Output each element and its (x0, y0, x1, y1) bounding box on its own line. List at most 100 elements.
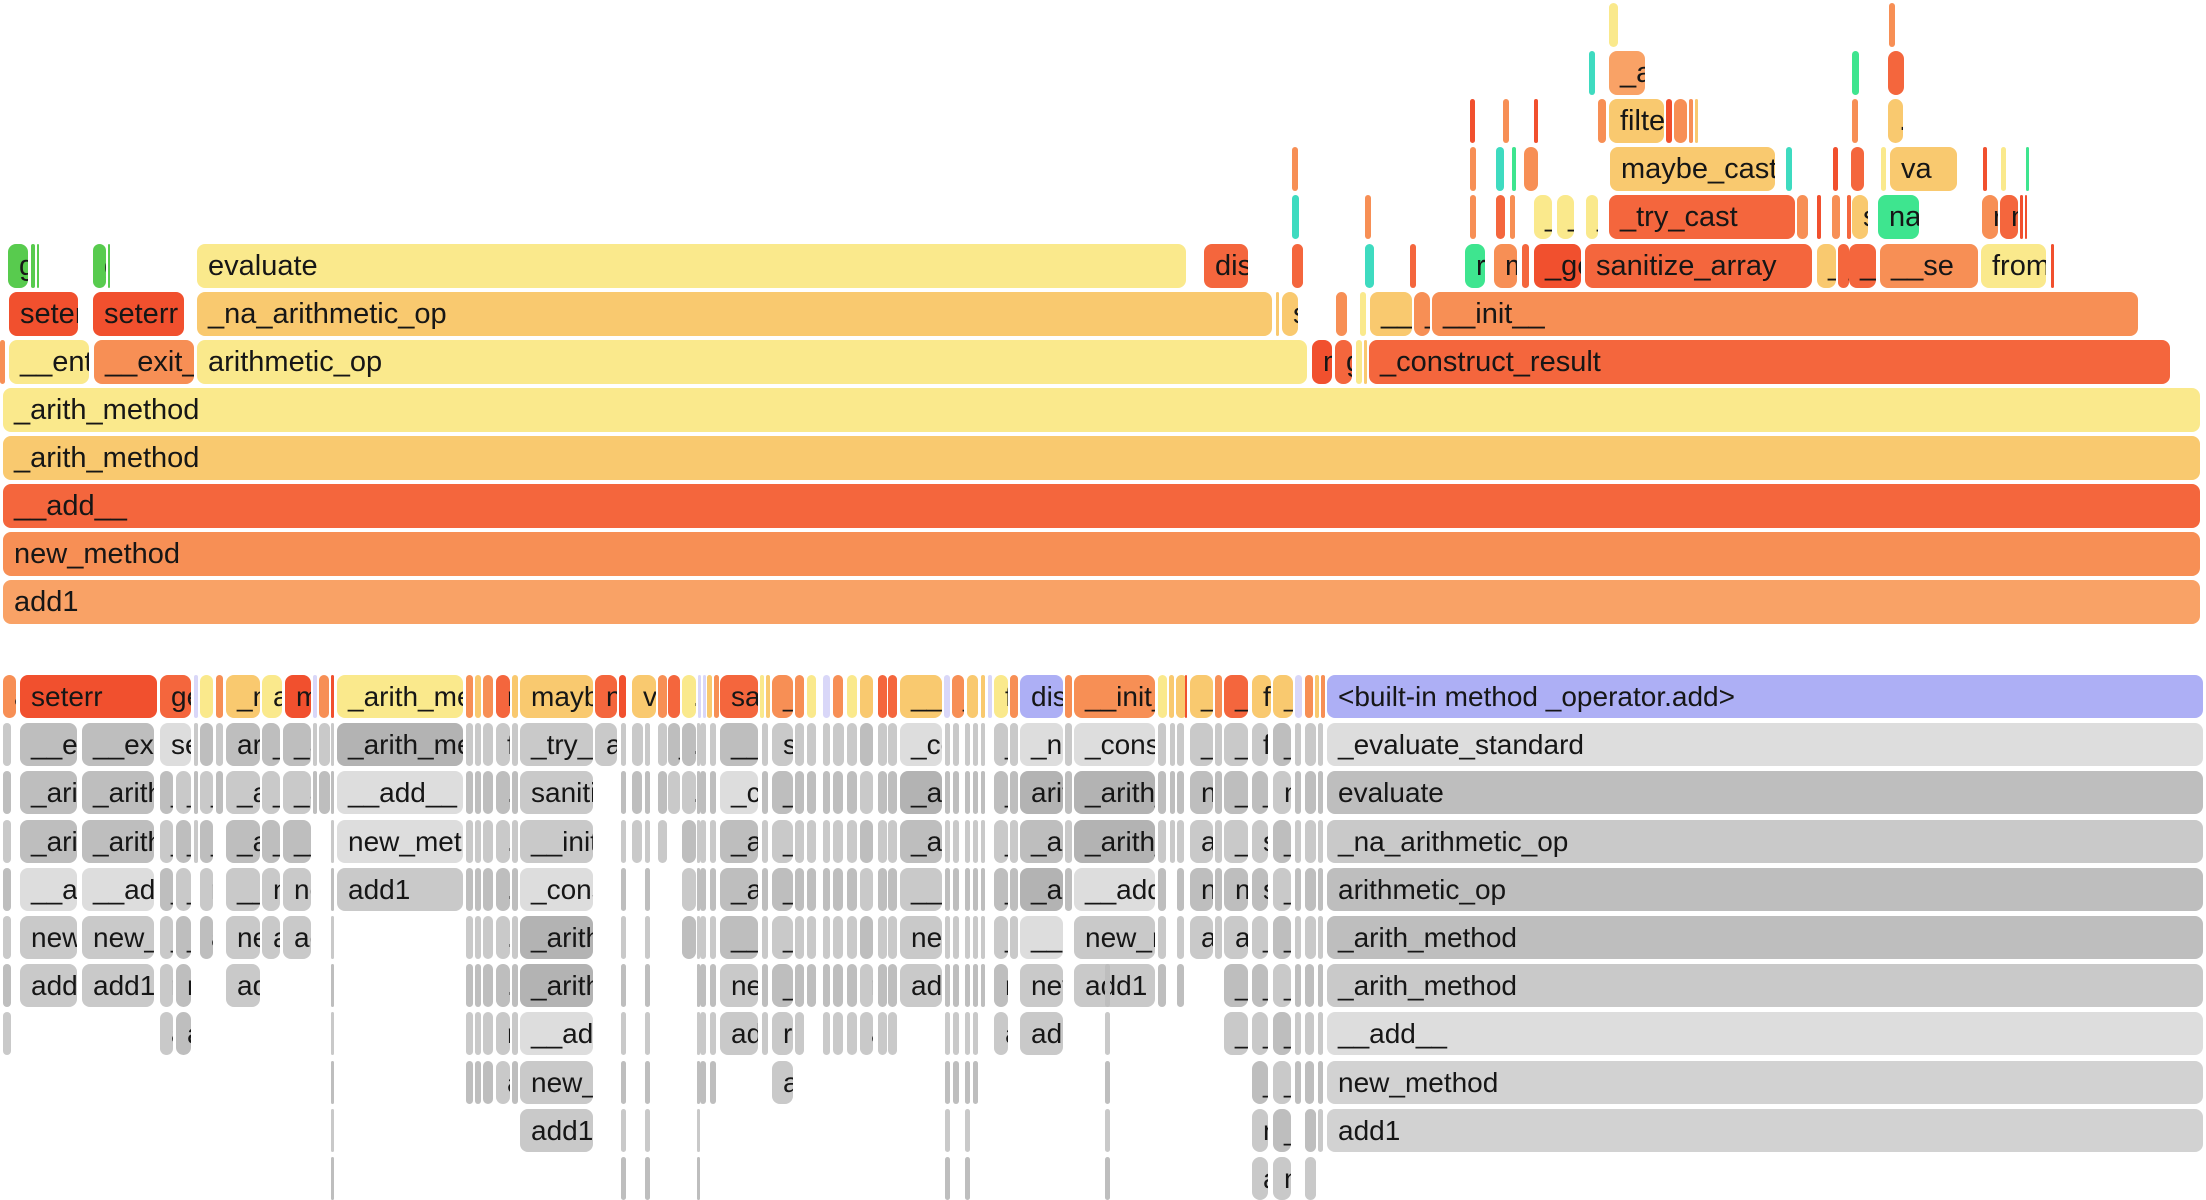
frame-_a[interactable]: _a (720, 819, 758, 863)
frame-sliver[interactable] (1318, 1012, 1323, 1056)
frame-sliver[interactable] (1365, 195, 1371, 240)
frame-evaluate[interactable]: evaluate (1327, 771, 2203, 815)
frame-_[interactable]: _ (994, 819, 1008, 863)
frame-_[interactable]: _ (772, 771, 793, 815)
frame-seterr[interactable]: seterr (93, 291, 184, 336)
frame-sliver[interactable] (833, 819, 843, 863)
frame-sliver[interactable] (1847, 195, 1851, 240)
frame-_[interactable]: _ (160, 771, 173, 815)
frame-sliver[interactable] (331, 1012, 334, 1056)
frame-sliver[interactable] (466, 675, 473, 718)
frame-r[interactable]: r (860, 964, 873, 1008)
frame-sliver[interactable] (965, 916, 970, 959)
frame-_[interactable]: _ (1414, 291, 1430, 336)
frame-sliver[interactable] (973, 1012, 978, 1056)
frame-_[interactable]: _ (176, 867, 191, 911)
frame-sliver[interactable] (847, 1012, 857, 1056)
frame-sliver[interactable] (847, 675, 857, 718)
frame-s[interactable]: s (1852, 195, 1868, 240)
frame-sliver[interactable] (331, 723, 334, 767)
frame-sliver[interactable] (1609, 3, 1618, 47)
frame-sliver[interactable] (1295, 867, 1301, 911)
frame-sliver[interactable] (710, 771, 716, 815)
frame-sliver[interactable] (823, 916, 830, 959)
frame-sliver[interactable] (1105, 964, 1110, 1008)
frame-sliver[interactable] (475, 867, 481, 911)
frame-sliver[interactable] (953, 723, 959, 767)
frame-sliver[interactable] (981, 964, 985, 1008)
frame-sliver[interactable] (988, 675, 992, 718)
frame-sliver[interactable] (1010, 675, 1018, 718)
frame-sliver[interactable] (878, 964, 887, 1008)
frame-sliver[interactable] (1852, 99, 1858, 144)
frame-sliver[interactable] (331, 867, 334, 911)
frame-sliver[interactable] (475, 723, 481, 767)
frame-sliver[interactable] (645, 1108, 650, 1152)
frame-sliver[interactable] (878, 723, 887, 767)
frame-s[interactable]: s (1252, 867, 1268, 911)
frame-a[interactable]: a (3, 675, 16, 718)
frame-disp[interactable]: disp (1204, 243, 1248, 288)
frame-sliver[interactable] (973, 867, 978, 911)
frame-sliver[interactable] (1215, 916, 1222, 959)
frame-sliver[interactable] (621, 723, 626, 767)
frame-sliver[interactable] (762, 723, 768, 767)
frame-_[interactable]: _ (1817, 243, 1836, 288)
frame-sliver[interactable] (331, 916, 334, 959)
frame-sliver[interactable] (700, 867, 706, 911)
frame-arit[interactable]: arit (1020, 771, 1063, 815)
frame-sliver[interactable] (475, 1060, 481, 1104)
frame-sliver[interactable] (645, 723, 650, 767)
frame-sliver[interactable] (1318, 964, 1323, 1008)
frame-a[interactable]: a (200, 916, 213, 959)
frame-__a[interactable]: __a (1020, 916, 1063, 959)
frame-a[interactable]: a (176, 1012, 191, 1056)
frame-sliver[interactable] (888, 1012, 897, 1056)
frame-_[interactable]: _ (262, 771, 280, 815)
frame-sliver[interactable] (1786, 147, 1792, 192)
frame-sliver[interactable] (1292, 147, 1298, 192)
frame-sliver[interactable] (1364, 339, 1367, 384)
frame-sliver[interactable] (888, 675, 897, 718)
frame-sliver[interactable] (466, 819, 473, 863)
frame--[interactable]: . (1305, 916, 1316, 959)
frame-__a[interactable]: __a (900, 867, 942, 911)
frame-n[interactable]: n (2000, 195, 2018, 240)
frame-nev[interactable]: nev (1020, 964, 1063, 1008)
frame-r[interactable]: r (1305, 723, 1316, 767)
frame-_construct_result[interactable]: _construct_result (1369, 339, 2170, 384)
frame-sliver[interactable] (981, 867, 985, 911)
frame-sanitize_array[interactable]: sanitize_array (1585, 243, 1812, 288)
frame-sliver[interactable] (313, 723, 317, 767)
frame-sliver[interactable] (833, 916, 843, 959)
frame-sliver[interactable] (795, 867, 804, 911)
frame-sliver[interactable] (682, 867, 696, 911)
frame-__[interactable]: __ (720, 723, 758, 767)
frame-sliver[interactable] (807, 723, 816, 767)
frame-r[interactable]: r (1176, 675, 1187, 718)
frame-add1[interactable]: add1 (20, 964, 77, 1008)
frame-sliver[interactable] (1295, 1060, 1301, 1104)
frame-sliver[interactable] (1674, 99, 1687, 144)
frame--[interactable]: . (682, 723, 696, 767)
frame-sliver[interactable] (483, 916, 493, 959)
frame-_[interactable]: _ (1557, 195, 1574, 240)
frame-add1[interactable]: add1 (3, 580, 2200, 625)
frame-_[interactable]: _ (1838, 243, 1849, 288)
frame-sliver[interactable] (847, 819, 857, 863)
frame-sliver[interactable] (766, 675, 770, 718)
frame-add1[interactable]: add1 (337, 867, 463, 911)
frame-sliver[interactable] (1318, 819, 1323, 863)
frame-sliver[interactable] (1356, 339, 1362, 384)
frame-sliver[interactable] (697, 867, 700, 911)
frame-sliver[interactable] (795, 964, 804, 1008)
frame-sliver[interactable] (1177, 916, 1184, 959)
frame-_arith[interactable]: _arith (520, 916, 593, 959)
frame-sliver[interactable] (621, 964, 626, 1008)
frame-sliver[interactable] (621, 1108, 626, 1152)
frame-_[interactable]: _ (1534, 195, 1552, 240)
frame--[interactable]: . (200, 675, 213, 718)
frame-_arith_method[interactable]: _arith_method (1327, 964, 2203, 1008)
frame-sliver[interactable] (953, 1012, 959, 1056)
frame-maybe_cast_t[interactable]: maybe_cast_t (1610, 147, 1775, 192)
